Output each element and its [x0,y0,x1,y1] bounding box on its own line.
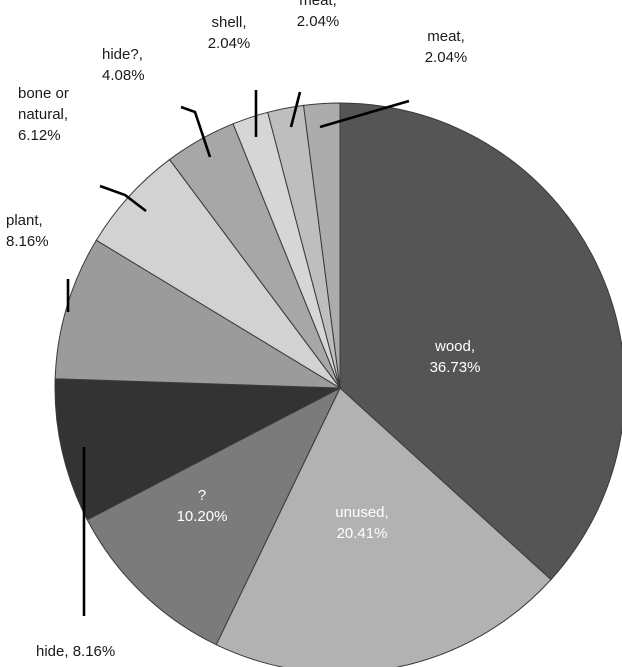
pie-slices [54,102,622,667]
pie-slice-9 [303,102,341,389]
slice-label-8-line-2: 2.04% [297,13,340,30]
slice-label-9-line-0: meat, [427,28,465,45]
slice-label-4-line-0: plant, [6,212,43,229]
slice-label-0-line-1: 36.73% [430,359,481,376]
pie-slice-0 [339,102,622,581]
slice-label-4-line-1: 8.16% [6,233,49,250]
slice-label-6-line-1: 4.08% [102,67,145,84]
slice-label-8-line-1: meat, [299,0,337,9]
slice-label-2-line-1: 10.20% [177,508,228,525]
pie-slice-2 [86,386,342,646]
slice-label-2-line-0: ? [198,487,206,504]
leader-line-9 [319,99,410,129]
slice-label-5-line-0: bone or [18,85,69,102]
leader-line-5 [99,184,147,213]
slice-label-5-line-1: natural, [18,106,68,123]
slice-label-0-line-0: wood, [434,338,475,355]
slice-label-1-line-1: 20.41% [337,525,388,542]
leader-lines [66,90,410,616]
slice-label-6-line-0: hide?, [102,46,143,63]
slice-label-1-line-0: unused, [335,504,388,521]
slice-label-7-line-1: 2.04% [208,35,251,52]
leader-line-6 [180,105,212,158]
slice-labels: wood, 36.73% unused, 20.41%? 10.20% hide, 8.1… [6,0,480,660]
slice-label-3-line-0: hide, 8.16% [36,643,115,660]
slice-label-7-line-0: shell, [211,14,246,31]
slice-label-9-line-1: 2.04% [425,49,468,66]
slice-label-5-line-2: 6.12% [18,127,61,144]
pie-slice-1 [215,387,552,667]
leader-line-8 [289,91,302,128]
